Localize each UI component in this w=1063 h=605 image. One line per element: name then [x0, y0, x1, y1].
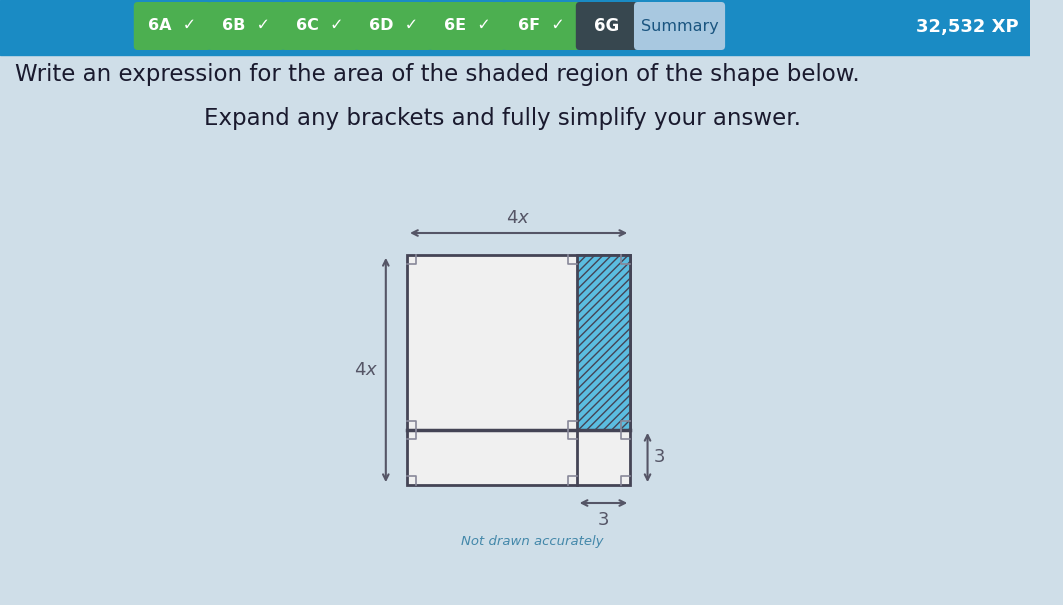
Text: 6A  ✓: 6A ✓ [149, 19, 197, 33]
Text: Write an expression for the area of the shaded region of the shape below.: Write an expression for the area of the … [15, 64, 859, 87]
FancyBboxPatch shape [281, 2, 358, 50]
Text: 6B  ✓: 6B ✓ [222, 19, 270, 33]
Text: 6F  ✓: 6F ✓ [518, 19, 564, 33]
Text: $4x$: $4x$ [506, 209, 530, 227]
Bar [0, 0, 1030, 55]
FancyBboxPatch shape [502, 2, 579, 50]
Text: 6D  ✓: 6D ✓ [369, 19, 418, 33]
Text: $4x$: $4x$ [354, 361, 378, 379]
Bar [407, 255, 630, 485]
FancyBboxPatch shape [428, 2, 506, 50]
FancyBboxPatch shape [134, 2, 212, 50]
Text: 6C  ✓: 6C ✓ [297, 19, 343, 33]
Text: Not drawn accurately: Not drawn accurately [460, 535, 603, 548]
FancyBboxPatch shape [634, 2, 725, 50]
Text: 6G: 6G [594, 17, 620, 35]
Bar [577, 255, 630, 430]
FancyBboxPatch shape [576, 2, 638, 50]
Text: 3: 3 [597, 511, 609, 529]
Text: 32,532 XP: 32,532 XP [916, 18, 1018, 36]
Text: Summary: Summary [641, 19, 719, 33]
Text: 3: 3 [654, 448, 664, 466]
Text: 6E  ✓: 6E ✓ [444, 19, 491, 33]
FancyBboxPatch shape [207, 2, 285, 50]
Text: Expand any brackets and fully simplify your answer.: Expand any brackets and fully simplify y… [204, 106, 800, 129]
FancyBboxPatch shape [355, 2, 433, 50]
